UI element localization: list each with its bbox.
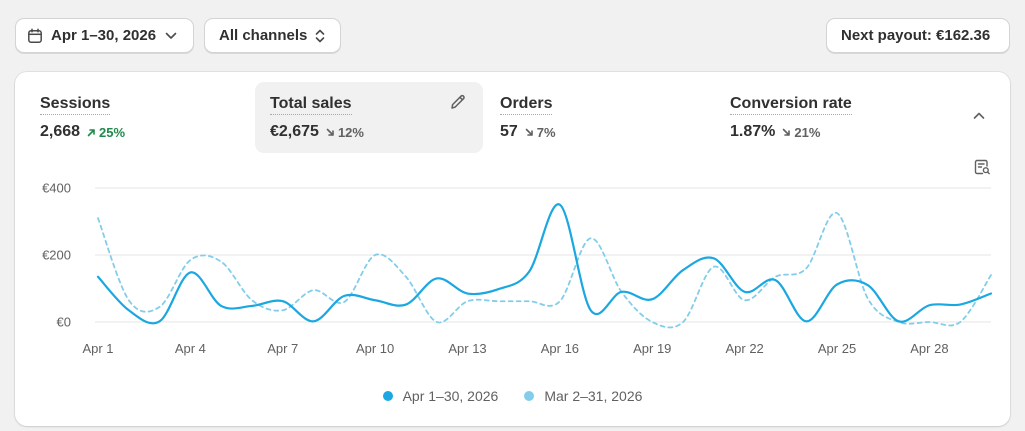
pencil-icon[interactable]	[449, 93, 467, 116]
analytics-card: Sessions 2,668 25% Total sales €2,675 12…	[15, 72, 1010, 426]
legend-item-previous[interactable]: Mar 2–31, 2026	[524, 388, 642, 404]
sales-line-chart: €0 €200 €400 Apr 1 Apr 4 Apr 7 Apr 10 Apr 13 Ap…	[42, 181, 993, 356]
metric-tab-orders[interactable]: Orders 57 7%	[485, 82, 713, 153]
report-search-icon[interactable]	[973, 158, 991, 181]
metric-change-value: 21%	[794, 124, 821, 140]
x-tick-label: Apr 4	[175, 341, 206, 356]
metric-change: 7%	[525, 125, 556, 140]
x-tick-label: Apr 16	[541, 341, 579, 356]
x-tick-label: Apr 10	[356, 341, 394, 356]
metric-change: 12%	[326, 125, 364, 140]
metric-change: 25%	[87, 125, 125, 140]
calendar-icon	[27, 27, 43, 44]
x-tick-label: Apr 19	[633, 341, 671, 356]
y-tick-label: €200	[42, 248, 71, 263]
metric-title: Total sales	[270, 94, 352, 115]
date-range-button[interactable]: Apr 1–30, 2026	[15, 18, 194, 53]
x-tick-label: Apr 22	[725, 341, 763, 356]
metric-tab-conversion-rate[interactable]: Conversion rate 1.87% 21%	[715, 82, 943, 153]
legend-dot-icon	[524, 391, 535, 401]
series-line-current	[96, 203, 993, 325]
chevron-up-icon[interactable]	[971, 108, 987, 129]
metric-tab-sessions[interactable]: Sessions 2,668 25%	[25, 82, 253, 153]
metric-change-value: 7%	[536, 124, 556, 140]
channel-select[interactable]: All channels	[204, 18, 341, 53]
next-payout-label: Next payout: €162.36	[841, 27, 991, 44]
metric-change-value: 25%	[99, 124, 126, 140]
legend-label: Apr 1–30, 2026	[402, 388, 499, 404]
metric-title: Orders	[500, 94, 553, 115]
metric-value: 1.87%	[730, 123, 776, 140]
select-arrows-icon	[315, 28, 325, 44]
series-line-previous	[97, 212, 992, 329]
next-payout-button[interactable]: Next payout: €162.36	[826, 18, 1010, 53]
legend-label: Mar 2–31, 2026	[544, 388, 643, 404]
x-tick-label: Apr 7	[267, 341, 298, 356]
metric-title: Conversion rate	[730, 94, 852, 115]
arrow-down-right-icon	[525, 128, 533, 136]
chevron-down-icon	[165, 32, 177, 40]
x-tick-label: Apr 25	[818, 341, 856, 356]
x-tick-label: Apr 1	[82, 341, 113, 356]
legend-dot-icon	[382, 391, 393, 401]
arrow-down-right-icon	[783, 128, 791, 136]
arrow-down-right-icon	[326, 128, 334, 136]
metric-value: 2,668	[40, 123, 81, 140]
channel-select-label: All channels	[219, 27, 308, 44]
metric-change-value: 12%	[337, 124, 364, 140]
metric-tab-total-sales[interactable]: Total sales €2,675 12%	[255, 82, 483, 153]
y-tick-label: €0	[57, 315, 71, 330]
y-tick-label: €400	[42, 181, 71, 196]
metric-change: 21%	[782, 125, 820, 140]
arrow-up-right-icon	[87, 128, 95, 136]
x-tick-label: Apr 13	[448, 341, 486, 356]
date-range-label: Apr 1–30, 2026	[51, 27, 157, 44]
chart-legend: Apr 1–30, 2026 Mar 2–31, 2026	[15, 388, 1010, 404]
metric-value: 57	[500, 123, 518, 140]
metric-value: €2,675	[270, 123, 319, 140]
legend-item-current[interactable]: Apr 1–30, 2026	[382, 388, 499, 404]
metric-title: Sessions	[40, 94, 111, 115]
x-tick-label: Apr 28	[910, 341, 948, 356]
